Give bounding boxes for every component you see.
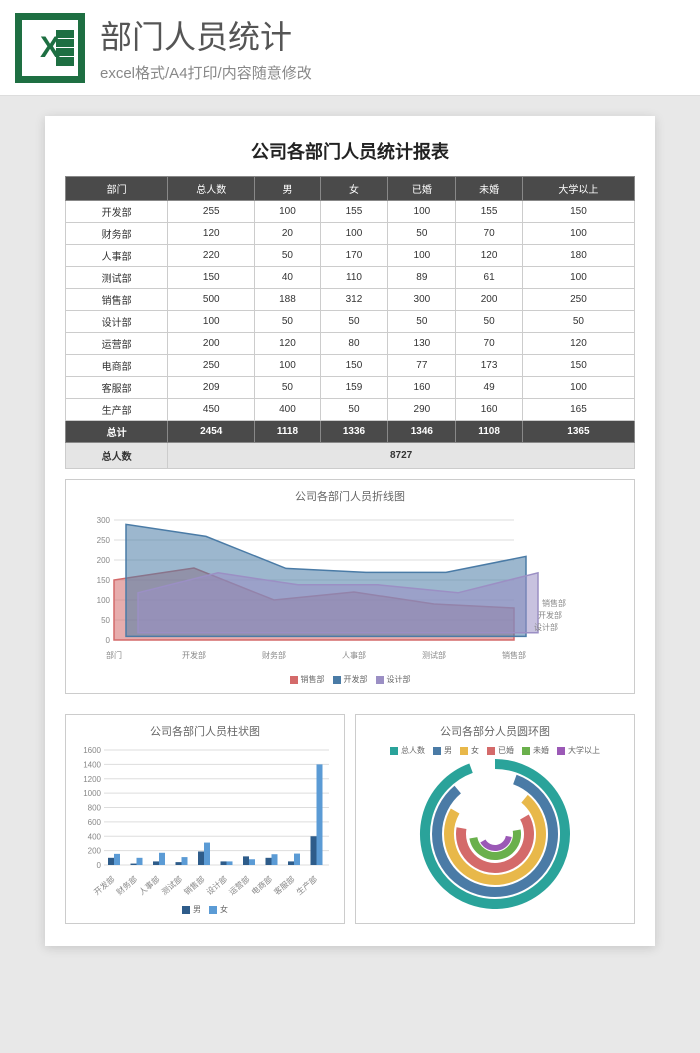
table-row: 财务部120201005070100 <box>66 223 635 245</box>
excel-icon: X <box>15 13 85 83</box>
table-row: 人事部22050170100120180 <box>66 245 635 267</box>
legend-item: 未婚 <box>522 745 549 756</box>
svg-text:销售部: 销售部 <box>182 874 207 897</box>
svg-text:生产部: 生产部 <box>294 874 319 897</box>
svg-text:销售部: 销售部 <box>502 650 526 660</box>
table-row: 销售部500188312300200250 <box>66 289 635 311</box>
legend-item: 女 <box>209 904 228 915</box>
table-header: 已婚 <box>388 177 456 201</box>
table-row: 运营部2001208013070120 <box>66 333 635 355</box>
legend-item: 已婚 <box>487 745 514 756</box>
header-subtitle: excel格式/A4打印/内容随意修改 <box>100 62 685 83</box>
line-chart-legend: 销售部开发部设计部 <box>74 674 626 685</box>
legend-item: 男 <box>182 904 201 915</box>
bar-chart-legend: 男女 <box>74 904 336 915</box>
svg-text:200: 200 <box>97 556 111 565</box>
svg-text:财务部: 财务部 <box>114 874 139 897</box>
grand-total-row: 总人数8727 <box>66 443 635 469</box>
svg-text:部门: 部门 <box>106 650 122 660</box>
table-row: 电商部25010015077173150 <box>66 355 635 377</box>
svg-text:测试部: 测试部 <box>422 650 446 660</box>
legend-item: 男 <box>433 745 452 756</box>
svg-text:300: 300 <box>97 516 111 525</box>
table-header: 部门 <box>66 177 168 201</box>
donut-chart-svg <box>405 759 585 909</box>
bar-chart-title: 公司各部门人员柱状图 <box>74 723 336 739</box>
table-header: 男 <box>255 177 320 201</box>
svg-text:0: 0 <box>97 861 102 870</box>
svg-text:200: 200 <box>88 847 102 856</box>
svg-text:开发部: 开发部 <box>182 650 206 660</box>
data-table: 部门总人数男女已婚未婚大学以上 开发部255100155100155150财务部… <box>65 176 635 469</box>
svg-text:财务部: 财务部 <box>262 650 286 660</box>
svg-text:测试部: 测试部 <box>159 874 184 897</box>
spreadsheet-preview: 公司各部门人员统计报表 部门总人数男女已婚未婚大学以上 开发部255100155… <box>45 116 655 946</box>
template-header: X 部门人员统计 excel格式/A4打印/内容随意修改 <box>0 0 700 96</box>
svg-text:运营部: 运营部 <box>227 874 252 897</box>
svg-text:开发部: 开发部 <box>92 874 117 897</box>
table-row: 开发部255100155100155150 <box>66 201 635 223</box>
svg-text:800: 800 <box>88 804 102 813</box>
sheet-title: 公司各部门人员统计报表 <box>65 138 635 164</box>
line-chart-box: 公司各部门人员折线图 050100150200250300部门开发部财务部人事部… <box>65 479 635 694</box>
donut-chart-title: 公司各部分人员圆环图 <box>364 723 626 739</box>
svg-text:400: 400 <box>88 832 102 841</box>
svg-text:客服部: 客服部 <box>272 874 297 897</box>
bar-chart-box: 公司各部门人员柱状图 0 200 400 600 800 1000 1200 1400 1600… <box>65 714 345 924</box>
bar-chart-svg: 0 200 400 600 800 1000 1200 1400 1600 开发部财务部人事部测试… <box>74 745 336 900</box>
svg-text:开发部: 开发部 <box>538 610 562 620</box>
svg-text:1600: 1600 <box>83 746 101 755</box>
svg-text:电商部: 电商部 <box>249 874 274 897</box>
table-header: 大学以上 <box>522 177 634 201</box>
svg-text:1400: 1400 <box>83 760 101 769</box>
svg-text:1000: 1000 <box>83 789 101 798</box>
legend-item: 女 <box>460 745 479 756</box>
svg-text:人事部: 人事部 <box>342 650 366 660</box>
table-header: 总人数 <box>168 177 255 201</box>
legend-item: 开发部 <box>333 674 368 685</box>
svg-text:600: 600 <box>88 818 102 827</box>
total-row: 总计245411181336134611081365 <box>66 421 635 443</box>
svg-text:250: 250 <box>97 536 111 545</box>
table-row: 设计部1005050505050 <box>66 311 635 333</box>
svg-text:人事部: 人事部 <box>137 874 162 897</box>
line-chart-svg: 050100150200250300部门开发部财务部人事部测试部销售部设计部开发… <box>74 510 626 670</box>
header-title: 部门人员统计 <box>100 12 685 58</box>
table-row: 测试部150401108961100 <box>66 267 635 289</box>
legend-item: 设计部 <box>376 674 411 685</box>
svg-text:设计部: 设计部 <box>534 622 558 632</box>
table-header: 未婚 <box>456 177 523 201</box>
svg-text:1200: 1200 <box>83 775 101 784</box>
svg-text:销售部: 销售部 <box>542 598 566 608</box>
legend-item: 销售部 <box>290 674 325 685</box>
svg-text:100: 100 <box>97 596 111 605</box>
svg-text:150: 150 <box>97 576 111 585</box>
table-header: 女 <box>320 177 388 201</box>
table-row: 生产部45040050290160165 <box>66 399 635 421</box>
donut-chart-box: 公司各部分人员圆环图 总人数男女已婚未婚大学以上 <box>355 714 635 924</box>
svg-text:50: 50 <box>101 616 110 625</box>
legend-item: 大学以上 <box>557 745 600 756</box>
donut-chart-legend: 总人数男女已婚未婚大学以上 <box>364 745 626 756</box>
line-chart-title: 公司各部门人员折线图 <box>74 488 626 504</box>
legend-item: 总人数 <box>390 745 425 756</box>
table-row: 客服部2095015916049100 <box>66 377 635 399</box>
svg-text:0: 0 <box>106 636 111 645</box>
svg-text:设计部: 设计部 <box>204 874 229 897</box>
